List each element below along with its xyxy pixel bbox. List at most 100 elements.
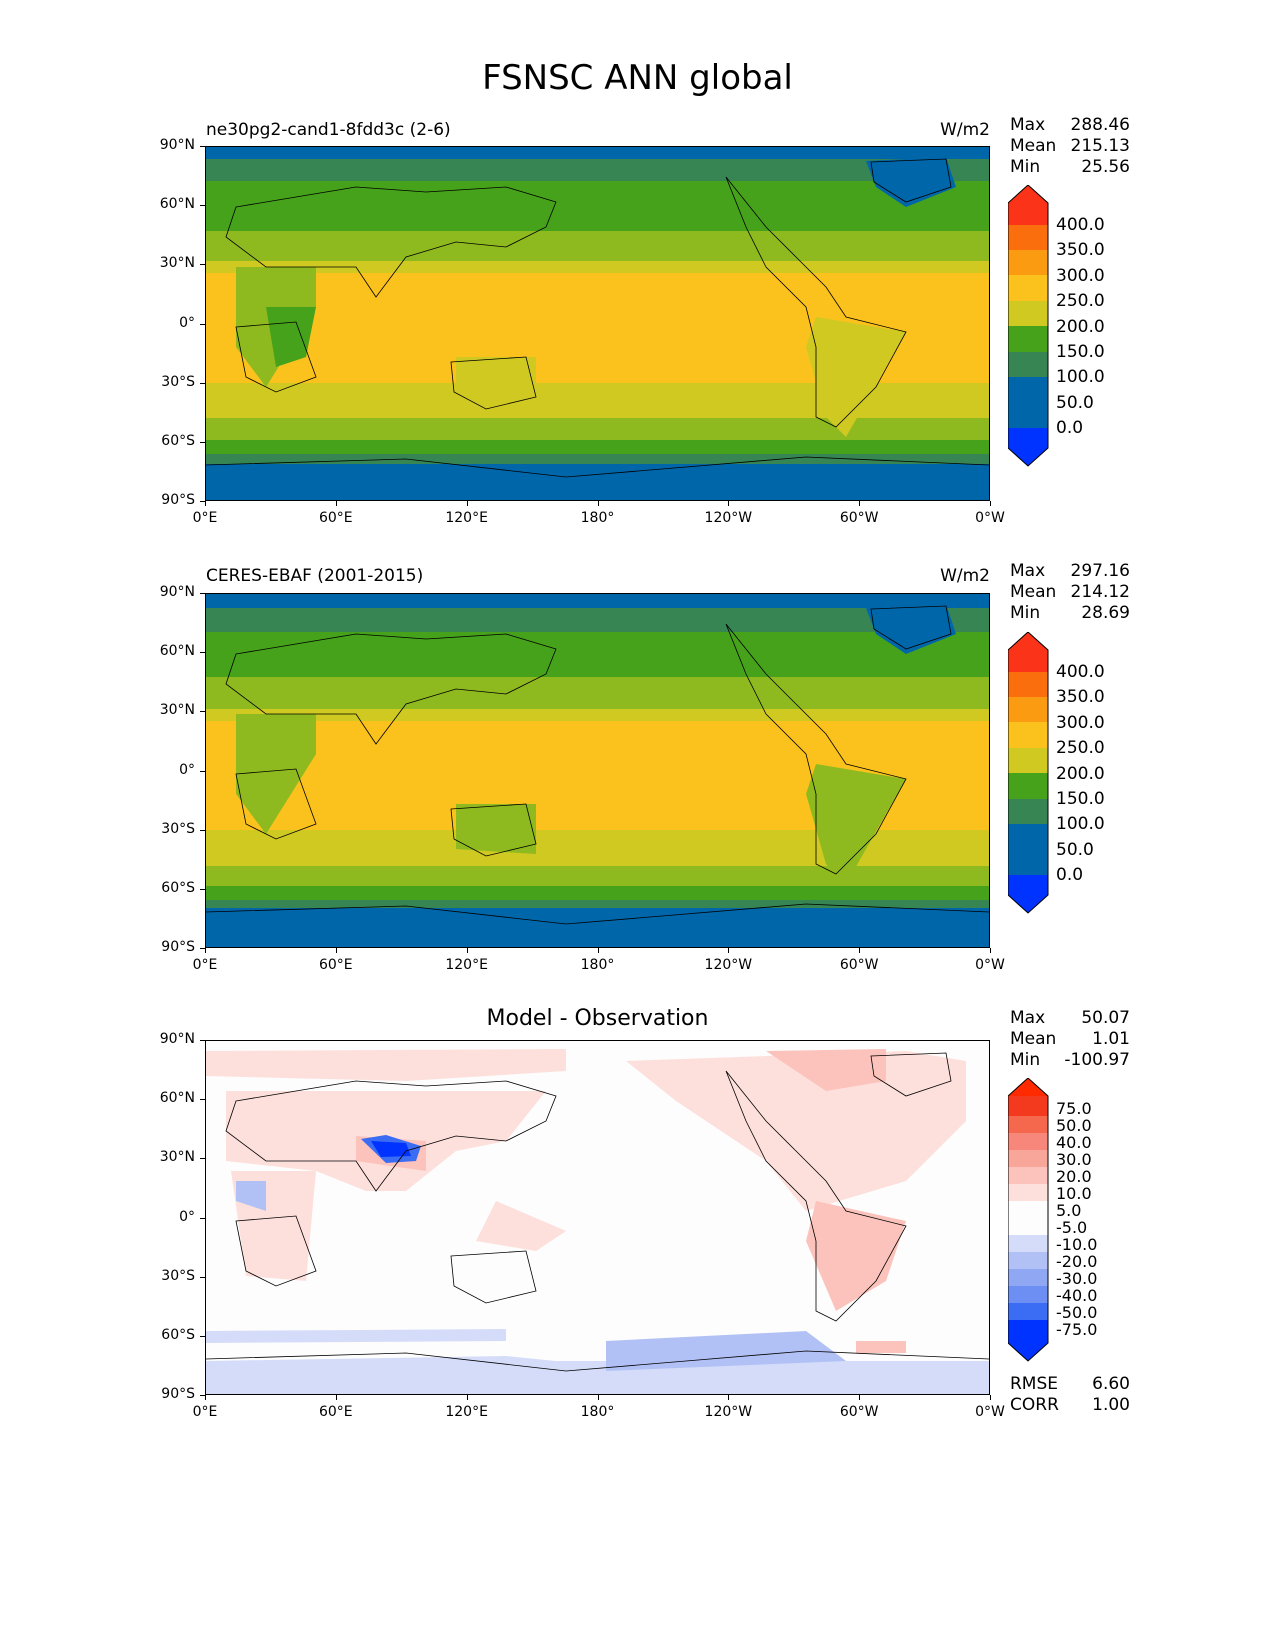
panel2-lon-tick-label: 0°E <box>192 957 218 973</box>
panel3-colorbar-level: -5.0 <box>1056 1218 1088 1237</box>
panel1-units: W/m2 <box>940 120 990 140</box>
panel2-colorbar <box>1008 632 1049 914</box>
panel1-title: ne30pg2-cand1-8fdd3c (2-6) <box>206 120 451 140</box>
panel3-lat-tick <box>200 1158 205 1160</box>
panel3-lat-tick-label: 60°S <box>161 1326 195 1343</box>
panel3-lon-tick-label: 120°W <box>704 1404 753 1420</box>
panel3-lon-tick <box>597 1395 599 1400</box>
panel1-lat-tick-label: 60°N <box>159 196 195 213</box>
panel3-title: Model - Observation <box>486 1006 709 1031</box>
panel3-colorbar <box>1008 1078 1049 1362</box>
corr-value: 1.00 <box>1092 1395 1130 1415</box>
panel2-colorbar-level: 100.0 <box>1056 814 1105 835</box>
panel2-lat-tick <box>200 711 205 713</box>
panel3-lat-tick-label: 90°N <box>159 1031 195 1047</box>
panel1-lon-tick <box>990 501 991 506</box>
panel1-colorbar-level: 400.0 <box>1056 215 1105 235</box>
panel2-lon-tick-label: 180° <box>580 957 615 973</box>
panel3-lon-tick <box>205 1395 206 1400</box>
panel3-lat-tick-label: 30°S <box>161 1267 195 1284</box>
panel2-max-label: Max <box>1010 561 1046 581</box>
panel1-lat-tick-label: 60°S <box>161 432 195 449</box>
panel2-lon-tick <box>597 948 599 953</box>
panel1-map <box>205 146 990 501</box>
panel1-lat-tick-label: 0° <box>179 314 195 331</box>
panel2-lon-tick <box>859 948 861 953</box>
panel1-colorbar-level: 100.0 <box>1056 367 1105 388</box>
panel1-lat-tick <box>200 146 205 147</box>
panel3-stats: Max 50.07 Mean 1.01 Min -100.97 <box>1010 1007 1130 1073</box>
panel3-lon-tick-label: 180° <box>580 1404 615 1420</box>
panel1-lat-tick <box>200 382 205 384</box>
panel2-title: CERES-EBAF (2001-2015) <box>206 566 424 586</box>
panel2-lat-tick <box>200 652 205 654</box>
panel2-colorbar-level: 50.0 <box>1056 839 1094 860</box>
panel1-mean-value: 215.13 <box>1070 136 1130 156</box>
panel2-lon-tick <box>466 948 468 953</box>
panel1-lat-tick <box>200 205 205 207</box>
panel3-lat-tick-label: 30°N <box>159 1149 195 1166</box>
panel1-colorbar-level: 0.0 <box>1056 418 1084 439</box>
panel1-lon-tick-label: 120°W <box>704 510 753 526</box>
panel2-lat-tick-label: 60°S <box>161 879 195 896</box>
panel3-colorbar-level: 20.0 <box>1056 1167 1092 1186</box>
panel3-lat-tick <box>200 1099 205 1101</box>
panel3-colorbar-level: 5.0 <box>1056 1201 1082 1220</box>
panel1-colorbar <box>1008 185 1049 467</box>
panel3-mean-value: 1.01 <box>1092 1029 1130 1049</box>
rmse-value: 6.60 <box>1092 1374 1130 1394</box>
panel2-min-value: 28.69 <box>1081 603 1130 623</box>
panel3-min-label: Min <box>1010 1050 1041 1070</box>
panel2-lat-tick <box>200 888 205 890</box>
panel3-colorbar-level: 40.0 <box>1056 1133 1092 1152</box>
panel1-lon-tick <box>466 501 468 506</box>
panel2-units: W/m2 <box>940 566 990 586</box>
panel2-lat-tick <box>200 593 205 594</box>
panel2-lat-tick-label: 0° <box>179 761 195 778</box>
panel3-colorbar-level: -40.0 <box>1056 1286 1098 1305</box>
panel3-lat-tick-label: 90°S <box>161 1386 195 1402</box>
panel2-lat-tick-label: 30°N <box>159 702 195 719</box>
panel1-min-label: Min <box>1010 157 1041 177</box>
panel3-lon-tick <box>466 1395 468 1400</box>
panel1-lat-tick-label: 30°N <box>159 255 195 272</box>
panel3-colorbar-level: -10.0 <box>1056 1235 1098 1254</box>
panel3-colorbar-level: 10.0 <box>1056 1184 1092 1203</box>
panel3-lon-tick-label: 60°E <box>318 1404 353 1420</box>
panel1-max-value: 288.46 <box>1070 115 1130 135</box>
panel1-min-value: 25.56 <box>1081 157 1130 177</box>
panel3-colorbar-level: 50.0 <box>1056 1116 1092 1135</box>
panel3-lon-tick <box>728 1395 730 1400</box>
panel1-colorbar-level: 150.0 <box>1056 342 1105 362</box>
panel2-min-label: Min <box>1010 603 1041 623</box>
panel1-lat-tick-label: 30°S <box>161 373 195 390</box>
panel2-lon-tick-label: 60°W <box>839 957 879 973</box>
panel1-lon-tick <box>205 501 206 506</box>
panel3-colorbar-level: 75.0 <box>1056 1099 1092 1118</box>
panel1-lon-tick-label: 0°E <box>192 510 218 526</box>
panel1-lon-tick <box>335 501 337 506</box>
panel1-colorbar-level: 300.0 <box>1056 265 1105 286</box>
panel2-lat-tick-label: 90°S <box>161 939 195 955</box>
panel3-lat-tick-label: 0° <box>179 1208 195 1225</box>
panel2-lon-tick-label: 0°W <box>975 957 1005 973</box>
panel2-max-value: 297.16 <box>1070 561 1130 581</box>
panel2-stats: Max 297.16 Mean 214.12 Min 28.69 <box>1010 560 1130 626</box>
figure-title: FSNSC ANN global <box>482 58 793 98</box>
panel1-mean-label: Mean <box>1010 136 1057 156</box>
panel1-lat-tick <box>200 264 205 266</box>
panel1-lat-tick <box>200 323 205 325</box>
panel3-lon-tick <box>859 1395 861 1400</box>
panel2-lat-tick-label: 90°N <box>159 584 195 600</box>
panel2-colorbar-level: 300.0 <box>1056 712 1105 733</box>
panel1-colorbar-level: 50.0 <box>1056 392 1094 413</box>
panel3-lon-tick-label: 120°E <box>445 1404 488 1420</box>
panel2-lat-tick <box>200 770 205 772</box>
panel2-mean-label: Mean <box>1010 582 1057 602</box>
panel2-colorbar-level: 400.0 <box>1056 662 1105 682</box>
panel2-lon-tick-label: 60°E <box>318 957 353 973</box>
panel1-stats: Max 288.46 Mean 215.13 Min 25.56 <box>1010 114 1130 180</box>
panel3-colorbar-level: -20.0 <box>1056 1252 1098 1271</box>
panel2-lat-tick <box>200 829 205 831</box>
panel2-colorbar-level: 150.0 <box>1056 789 1105 809</box>
